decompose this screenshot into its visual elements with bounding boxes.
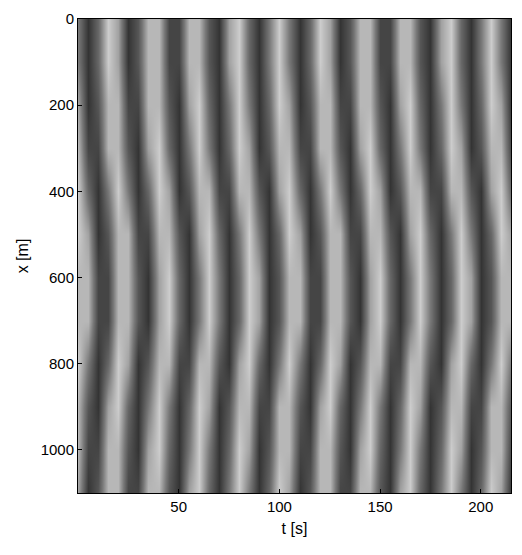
svg-text:150: 150	[368, 498, 393, 515]
svg-text:100: 100	[267, 498, 292, 515]
svg-text:x [m]: x [m]	[14, 239, 31, 274]
svg-text:800: 800	[49, 355, 74, 372]
svg-text:400: 400	[49, 183, 74, 200]
svg-text:0: 0	[66, 10, 74, 27]
svg-text:t [s]: t [s]	[282, 520, 308, 537]
svg-text:600: 600	[49, 269, 74, 286]
svg-text:50: 50	[170, 498, 187, 515]
svg-text:200: 200	[468, 498, 493, 515]
svg-text:200: 200	[49, 96, 74, 113]
svg-text:1000: 1000	[41, 441, 74, 458]
